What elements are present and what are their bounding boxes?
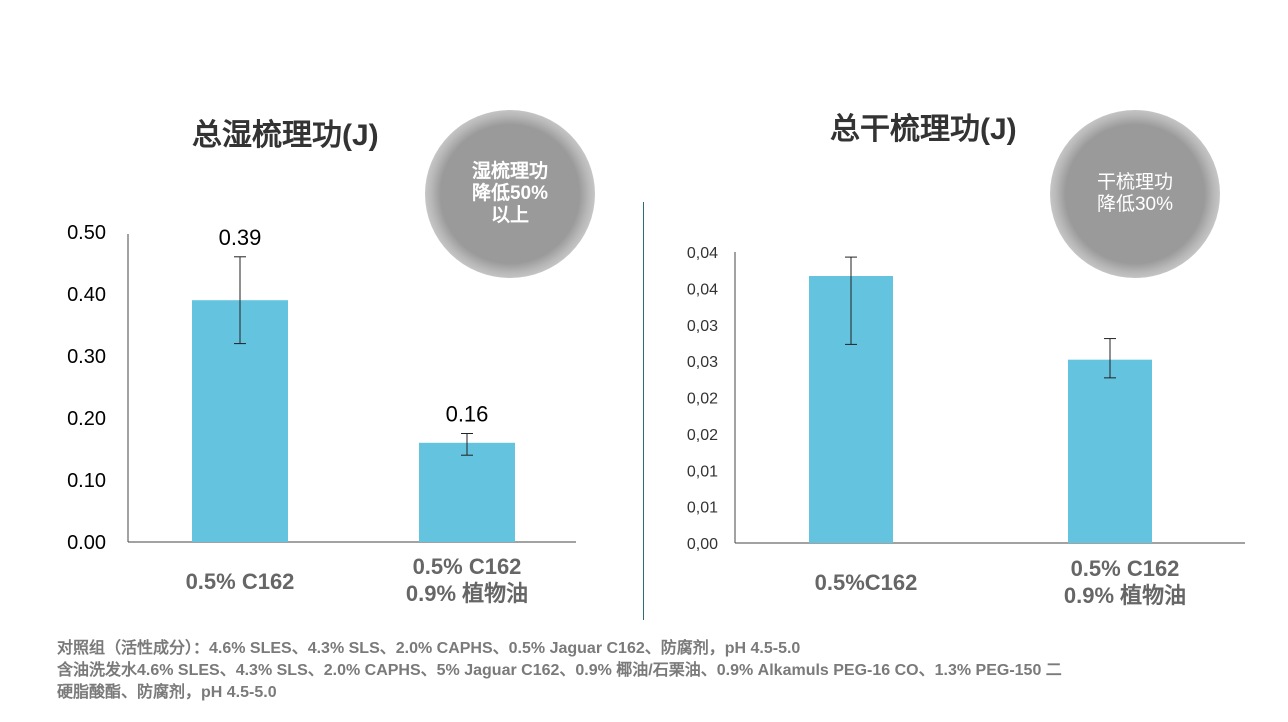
- x-category-label: 0.5% C162: [1071, 556, 1180, 581]
- x-category-label: 0.5%C162: [815, 570, 918, 595]
- y-tick-label: 0.20: [67, 408, 106, 430]
- y-tick-label: 0,04: [687, 281, 718, 298]
- panel-divider: [643, 202, 644, 620]
- chart-title: 总干梳理功(J): [830, 113, 1017, 146]
- y-tick-label: 0,01: [687, 500, 718, 517]
- badge-line: 降低30%: [1096, 194, 1174, 215]
- footnote-line: 含油洗发水4.6% SLES、4.3% SLS、2.0% CAPHS、5% Ja…: [57, 662, 1062, 679]
- y-tick-label: 0.00: [67, 532, 106, 554]
- badge-line: 以上: [490, 205, 529, 226]
- y-tick-label: 0.10: [67, 470, 106, 492]
- wet-combing-panel: 总湿梳理功(J) 湿梳理功 降低50% 以上 0.00 0.10 0.20 0.30 0…: [0, 0, 640, 640]
- badge-line: 降低50%: [471, 183, 549, 204]
- y-tick-label: 0,02: [687, 391, 718, 408]
- data-label: 0.39: [219, 225, 262, 250]
- reduction-badge: 湿梳理功 降低50% 以上: [425, 110, 595, 278]
- dry-combing-chart: 0,00 0,01 0,01 0,02 0,02 0,03 0,03 0,04 0,04 0.5%…: [687, 245, 1245, 608]
- y-tick-label: 0,03: [687, 318, 718, 335]
- x-category-label: 0.5% C162: [413, 554, 522, 579]
- footnote-line: 对照组（活性成分）：4.6% SLES、4.3% SLS、2.0% CAPHS、…: [57, 640, 801, 657]
- y-tick-label: 0,04: [687, 245, 718, 262]
- y-tick-label: 0,00: [687, 536, 718, 553]
- wet-combing-chart: 0.00 0.10 0.20 0.30 0.40 0.50 0.39 0.5% C162 0.1…: [67, 222, 576, 606]
- y-tick-label: 0.30: [67, 346, 106, 368]
- dry-combing-panel: 总干梳理功(J) 干梳理功 降低30% 0,00 0,01 0,01 0,02 0,02…: [645, 0, 1288, 640]
- y-tick-label: 0,02: [687, 427, 718, 444]
- x-category-label: 0.5% C162: [186, 569, 295, 594]
- y-tick-label: 0,03: [687, 354, 718, 371]
- y-tick-label: 0.50: [67, 222, 106, 244]
- chart-title: 总湿梳理功(J): [192, 119, 379, 152]
- badge-line: 干梳理功: [1096, 172, 1173, 193]
- bar: [419, 442, 515, 542]
- x-category-label: 0.9% 植物油: [406, 581, 528, 606]
- footnote-line: 硬脂酸酯、防腐剂，pH 4.5-5.0: [57, 684, 277, 701]
- badge-line: 湿梳理功: [471, 161, 548, 182]
- x-category-label: 0.9% 植物油: [1064, 583, 1186, 608]
- bar: [1068, 359, 1152, 543]
- reduction-badge: 干梳理功 降低30%: [1050, 110, 1220, 278]
- data-label: 0.16: [446, 402, 489, 427]
- y-tick-label: 0.40: [67, 284, 106, 306]
- formula-footnote: 对照组（活性成分）：4.6% SLES、4.3% SLS、2.0% CAPHS、…: [57, 638, 1257, 704]
- y-tick-label: 0,01: [687, 463, 718, 480]
